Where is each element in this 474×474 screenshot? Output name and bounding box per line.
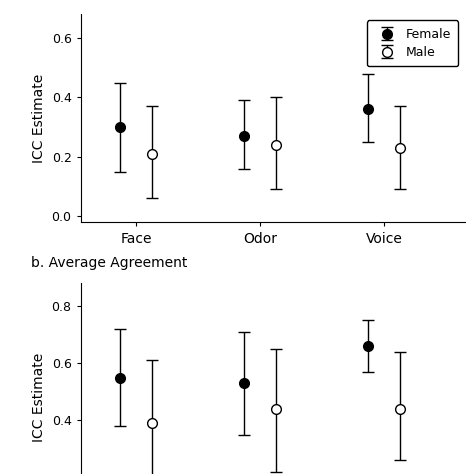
Y-axis label: ICC Estimate: ICC Estimate xyxy=(32,353,46,442)
Y-axis label: ICC Estimate: ICC Estimate xyxy=(32,73,46,163)
Text: b. Average Agreement: b. Average Agreement xyxy=(31,255,187,270)
Legend: Female, Male: Female, Male xyxy=(367,20,458,66)
